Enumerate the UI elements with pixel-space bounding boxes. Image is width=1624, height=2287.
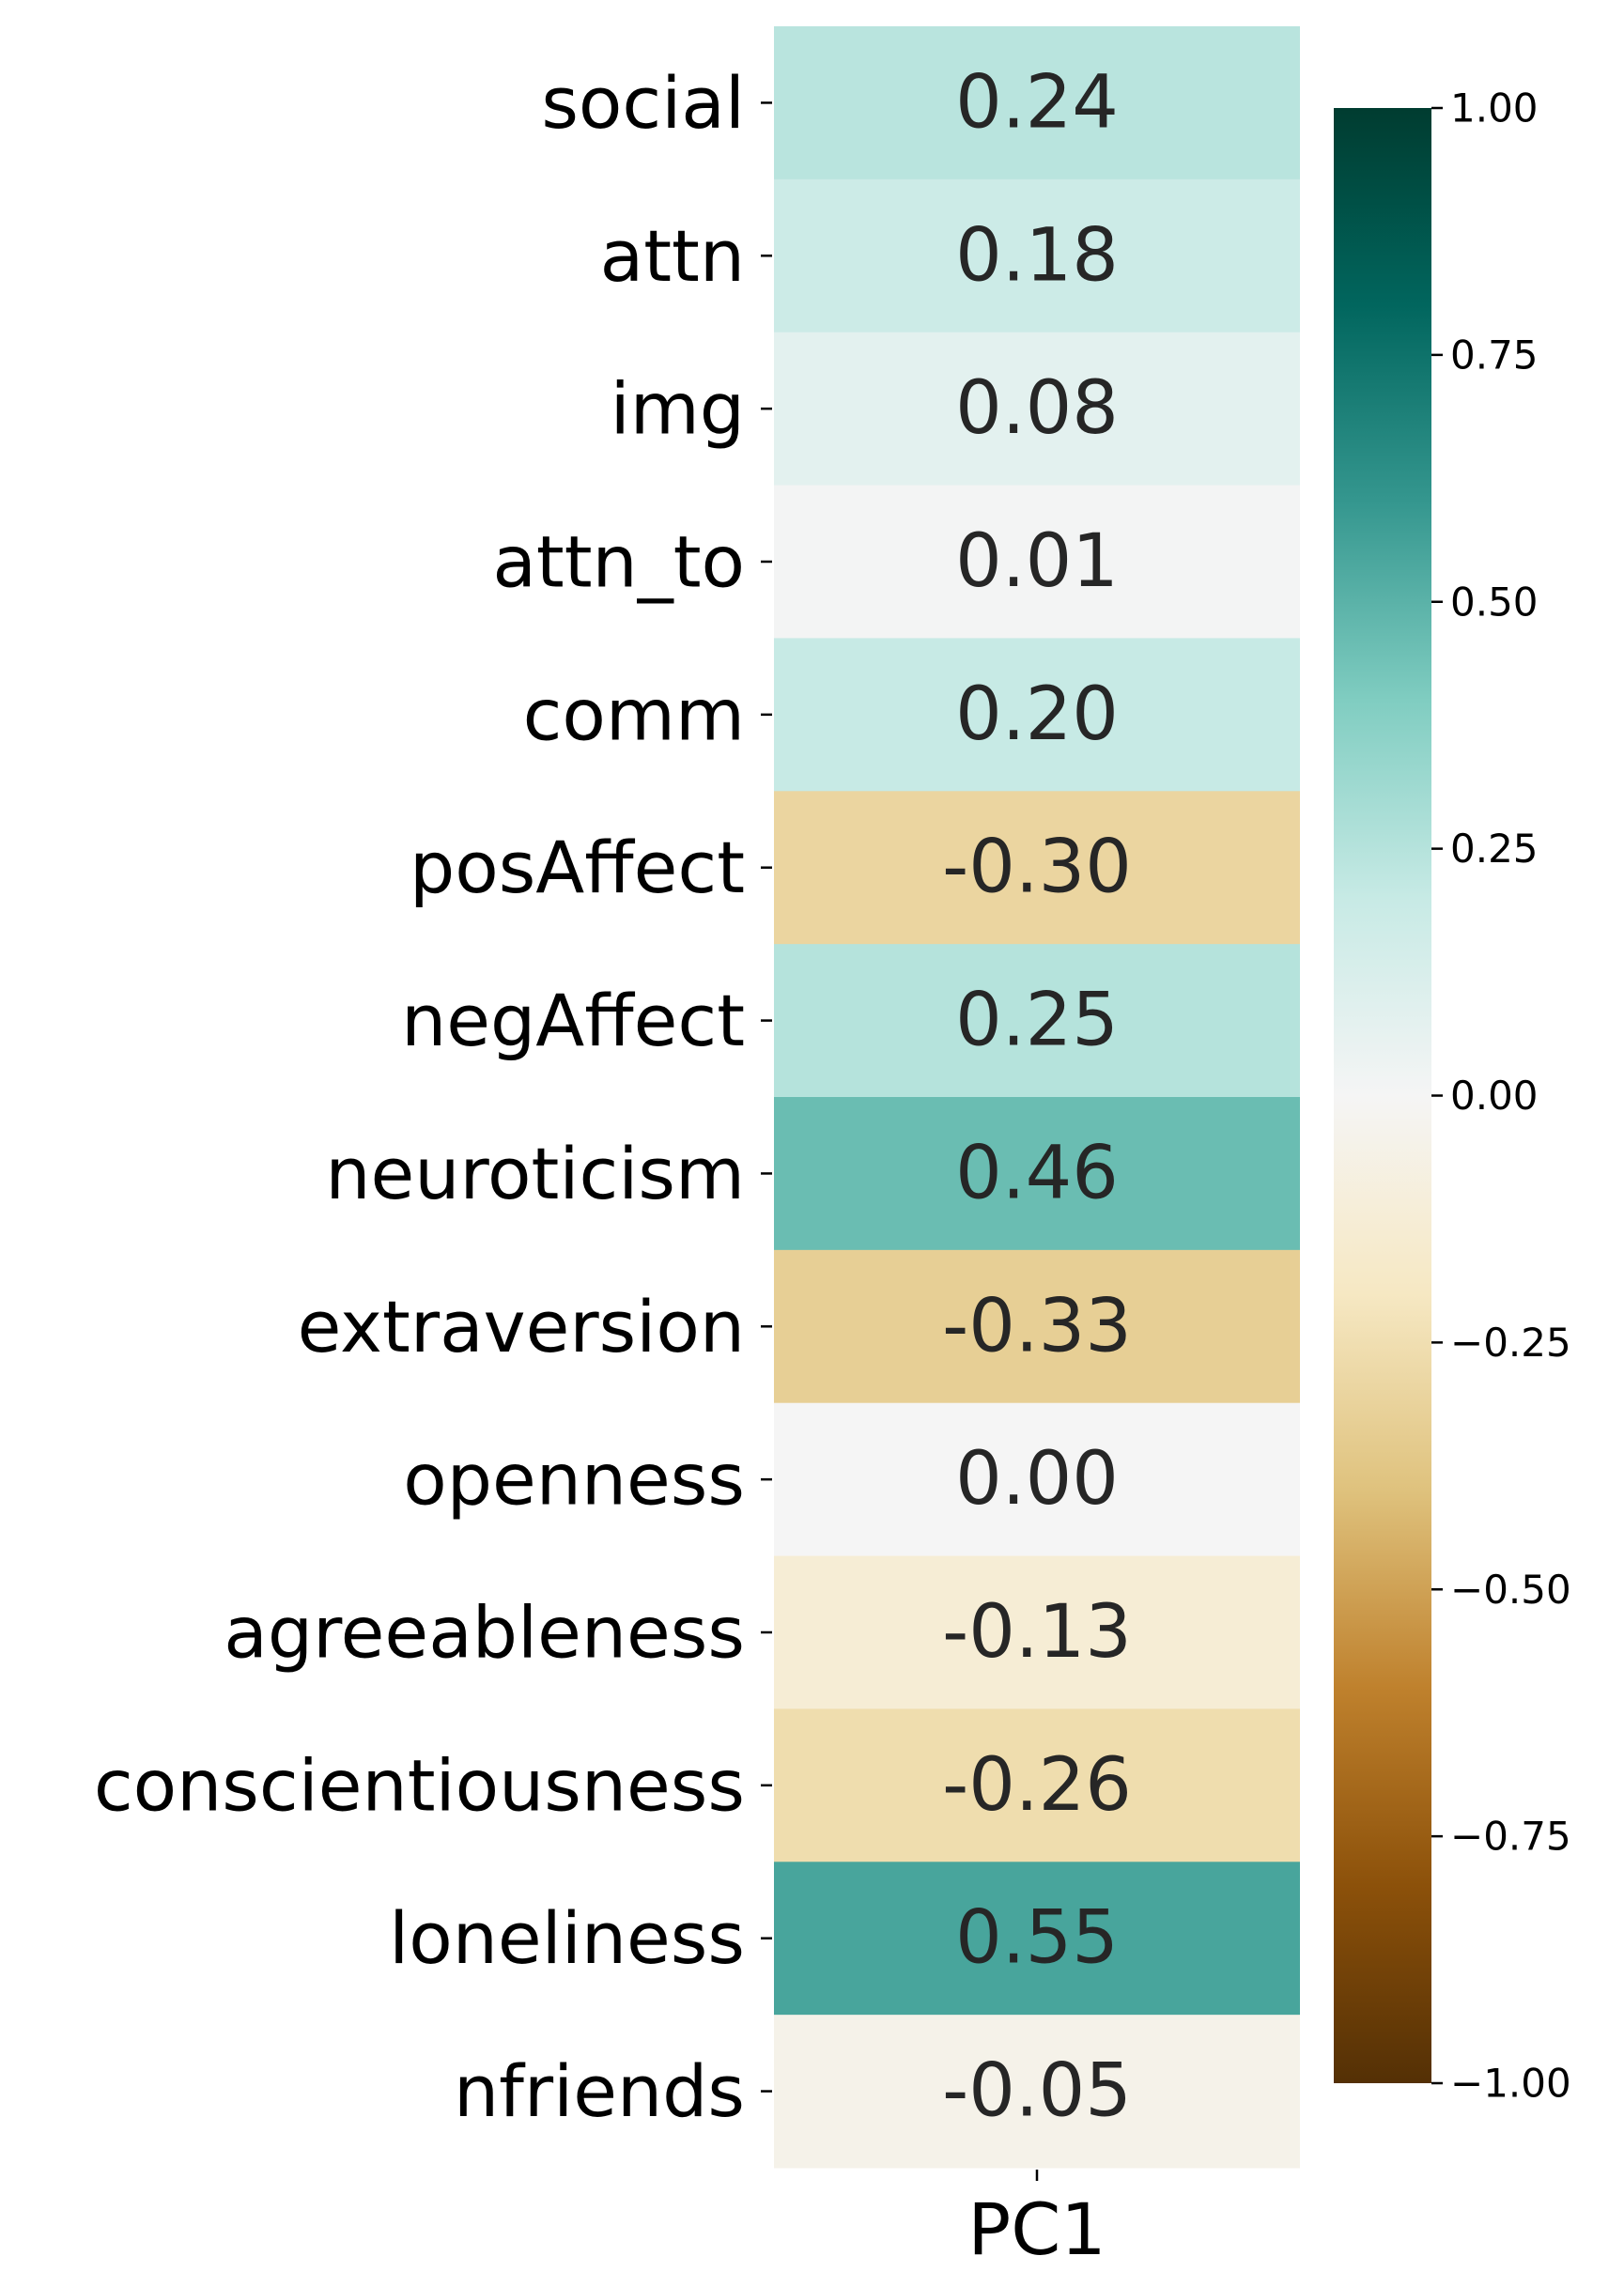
cell-value-extraversion: -0.33 [942,1284,1132,1368]
heatmap-cell-nfriends [774,2015,1300,2169]
colorbar-tick-label: −1.00 [1450,2061,1571,2107]
heatmap-cell-neuroticism [774,1097,1300,1251]
row-label-attn: attn [600,214,745,298]
row-label-social: social [541,61,745,145]
row-label-neuroticism: neuroticism [325,1132,745,1215]
colorbar-tick-label: −0.50 [1450,1567,1571,1613]
cell-value-neuroticism: 0.46 [955,1131,1119,1215]
row-label-img: img [611,367,745,451]
heatmap-cell-extraversion [774,1249,1300,1404]
colorbar-tick-label: 0.50 [1450,579,1539,625]
cell-value-negAffect: 0.25 [955,979,1119,1063]
heatmap-cell-img [774,332,1300,487]
cell-value-comm: 0.20 [955,672,1119,757]
row-label-attn_to: attn_to [492,520,745,604]
cell-value-img: 0.08 [955,366,1119,451]
row-label-conscientiousness: conscientiousness [94,1743,745,1827]
row-label-comm: comm [523,672,745,756]
heatmap-cell-negAffect [774,944,1300,1098]
colorbar-tick-label: 1.00 [1450,85,1539,131]
heatmap-cell-attn [774,178,1300,333]
heatmap-cell-conscientiousness [774,1708,1300,1862]
heatmap-cell-attn_to [774,485,1300,639]
row-label-agreeableness: agreeableness [224,1591,745,1675]
colorbar-tick-label: −0.25 [1450,1320,1571,1366]
cell-value-social: 0.24 [955,60,1119,145]
heatmap-cell-loneliness [774,1862,1300,2016]
cell-value-loneliness: 0.55 [955,1896,1119,1981]
colorbar-tick-label: −0.75 [1450,1814,1571,1860]
colorbar-tick-label: 0.25 [1450,826,1539,872]
heatmap-cells: 0.24 0.18 0.08 0.01 0.20 -0.30 0.25 0.46 -0.33 0.… [774,26,1300,2169]
cell-value-agreeableness: -0.13 [942,1590,1132,1675]
cell-value-posAffect: -0.30 [942,826,1132,910]
colorbar: 1.00 0.75 0.50 0.25 0.00 −0.25 −0.50 −0.75 −1.00 [1334,85,1571,2107]
column-labels: PC1 [967,2170,1106,2271]
heatmap-cell-openness [774,1402,1300,1557]
cell-value-conscientiousness: -0.26 [942,1743,1132,1828]
column-label-PC1: PC1 [967,2187,1106,2271]
row-label-nfriends: nfriends [454,2049,745,2133]
heatmap-cell-posAffect [774,791,1300,945]
row-label-openness: openness [403,1438,745,1522]
colorbar-tick-label: 0.00 [1450,1073,1539,1119]
cell-value-openness: 0.00 [955,1437,1119,1522]
row-label-loneliness: loneliness [389,1896,745,1980]
cell-value-attn: 0.18 [955,213,1119,298]
row-label-extraversion: extraversion [298,1285,745,1368]
colorbar-tick-label: 0.75 [1450,332,1539,378]
row-label-posAffect: posAffect [410,826,745,909]
heatmap-cell-comm [774,638,1300,792]
row-label-negAffect: negAffect [401,979,745,1062]
cell-value-nfriends: -0.05 [942,2049,1132,2134]
heatmap-cell-agreeableness [774,1555,1300,1709]
colorbar-gradient [1334,108,1431,2083]
cell-value-attn_to: 0.01 [955,519,1119,604]
heatmap-cell-social [774,26,1300,180]
